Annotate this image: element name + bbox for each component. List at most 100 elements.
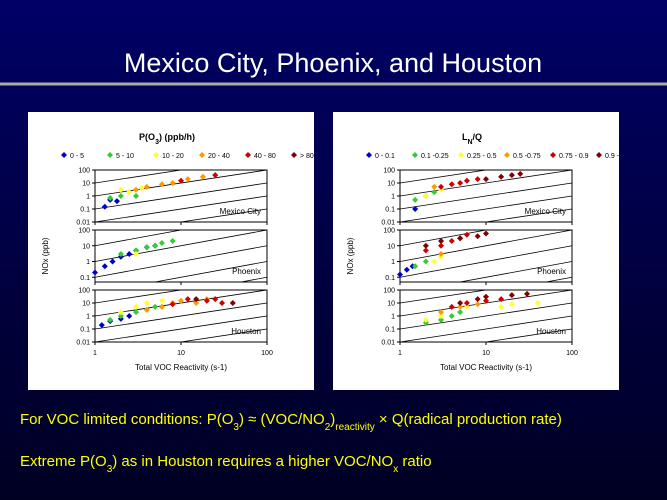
point xyxy=(117,193,124,199)
text-run: ) (ppb/h) xyxy=(159,132,195,142)
y-tick-label: 100 xyxy=(383,168,395,175)
point xyxy=(109,258,116,265)
point xyxy=(422,242,429,249)
y-tick-label: 10 xyxy=(387,301,395,308)
y-tick-label: 10 xyxy=(387,181,395,188)
point xyxy=(448,238,455,245)
y-tick-label: 0.1 xyxy=(80,327,90,334)
point xyxy=(422,193,429,199)
legend-marker xyxy=(61,152,67,158)
point xyxy=(474,296,481,303)
legend-label: 5 - 10 xyxy=(116,153,134,160)
text-run: For VOC limited conditions: P(O xyxy=(20,411,233,428)
text-run: ) as in Houston requires a higher VOC/NO xyxy=(112,453,393,470)
point xyxy=(457,309,464,316)
point xyxy=(534,300,541,306)
point xyxy=(193,300,200,306)
point xyxy=(133,250,140,257)
point xyxy=(438,250,445,257)
y-axis-label: NOx (ppb) xyxy=(346,237,355,274)
model-line xyxy=(152,261,267,282)
text-run: ) ≈ (VOC/NO xyxy=(239,411,325,428)
legend-marker xyxy=(153,152,159,158)
point xyxy=(483,297,489,304)
x-tick-label: 10 xyxy=(177,350,185,357)
legend-label: 20 - 40 xyxy=(208,153,230,160)
legend-marker xyxy=(412,152,418,158)
subplot-label: Houston xyxy=(231,327,261,336)
y-tick-label: 100 xyxy=(78,168,90,175)
panel xyxy=(28,112,314,390)
point xyxy=(403,266,410,273)
point xyxy=(169,180,176,186)
subplot-label: Mexico City xyxy=(525,207,566,216)
point xyxy=(184,176,191,183)
point xyxy=(448,313,455,319)
point xyxy=(138,185,145,192)
model-line xyxy=(178,328,267,342)
text-run: × Q(radical production rate) xyxy=(375,411,562,428)
model-line xyxy=(400,315,572,342)
point xyxy=(113,198,120,205)
point xyxy=(431,189,438,196)
subscript: 3 xyxy=(155,139,159,146)
point xyxy=(229,300,236,306)
point xyxy=(474,301,481,308)
rich-text: P(O3) (ppb/h) xyxy=(139,132,195,146)
model-line xyxy=(95,230,184,247)
y-tick-label: 100 xyxy=(78,228,90,235)
y-tick-label: 10 xyxy=(82,243,90,250)
point xyxy=(133,303,140,310)
subscript: 2 xyxy=(325,422,331,433)
point xyxy=(438,313,445,319)
point xyxy=(158,303,165,310)
text-run: P(O xyxy=(139,132,155,142)
legend-marker xyxy=(291,152,297,158)
point xyxy=(498,303,505,310)
legend-label: 0.25 - 0.5 xyxy=(467,153,497,160)
point xyxy=(126,250,133,257)
legend-label: 0 - 0.1 xyxy=(375,153,395,160)
model-line xyxy=(400,245,572,278)
point xyxy=(483,176,489,183)
x-tick-label: 100 xyxy=(566,350,578,357)
subscript: reactivity xyxy=(335,422,374,433)
y-tick-label: 0.1 xyxy=(385,327,395,334)
text-run: Extreme P(O xyxy=(20,453,107,470)
y-tick-label: 1 xyxy=(86,259,90,266)
model-line xyxy=(95,290,184,304)
subscript: 3 xyxy=(233,422,239,433)
y-tick-label: 0.1 xyxy=(385,275,395,282)
panel xyxy=(333,112,619,390)
point xyxy=(438,309,445,316)
legend-marker xyxy=(504,152,510,158)
y-tick-label: 1 xyxy=(86,314,90,321)
rich-text: LN/Q xyxy=(462,132,482,146)
y-tick-label: 1 xyxy=(86,194,90,201)
point xyxy=(457,300,464,306)
point xyxy=(457,235,464,242)
point xyxy=(412,263,419,270)
point xyxy=(133,309,140,316)
model-line xyxy=(95,195,267,222)
model-line xyxy=(178,208,267,222)
text-run: ratio xyxy=(398,453,431,470)
legend-label: 0.1 -0.25 xyxy=(421,153,449,160)
point xyxy=(474,176,481,183)
point xyxy=(133,186,140,193)
point xyxy=(463,303,470,310)
model-line xyxy=(400,230,572,262)
point xyxy=(422,316,429,323)
point xyxy=(143,183,150,190)
point xyxy=(158,297,165,304)
point xyxy=(98,322,105,329)
point xyxy=(431,183,438,190)
x-tick-label: 1 xyxy=(93,350,97,357)
point xyxy=(107,316,114,323)
model-line xyxy=(483,328,572,342)
legend-label: 0.75 - 0.9 xyxy=(559,153,589,160)
x-tick-label: 10 xyxy=(482,350,490,357)
y-tick-label: 0.01 xyxy=(76,340,90,347)
x-tick-label: 1 xyxy=(398,350,402,357)
